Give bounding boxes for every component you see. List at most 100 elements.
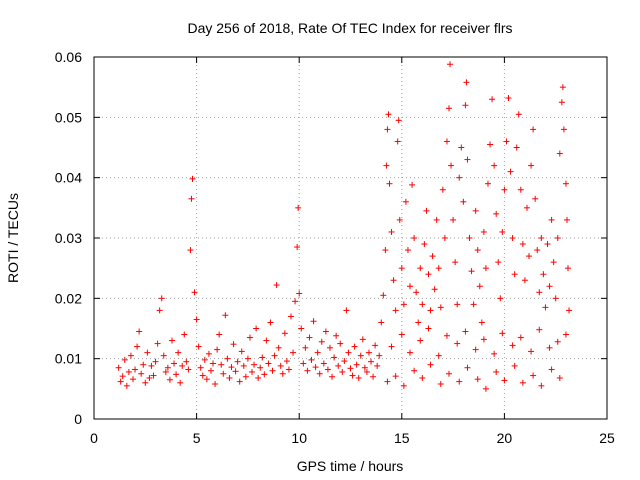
data-point (343, 307, 350, 314)
data-point (437, 381, 444, 388)
data-point (207, 367, 214, 374)
data-point (224, 355, 231, 362)
data-point (388, 343, 395, 350)
data-point (306, 334, 313, 341)
data-point (320, 360, 327, 367)
data-point (384, 378, 391, 385)
data-point (423, 207, 430, 214)
data-point (474, 247, 481, 254)
data-point (480, 336, 487, 343)
data-point (121, 356, 128, 363)
data-point (540, 271, 547, 278)
data-point (383, 162, 390, 169)
data-point (427, 307, 434, 314)
data-point (452, 259, 459, 266)
data-point (445, 105, 452, 112)
data-point (413, 289, 420, 296)
y-tick-label: 0.03 (55, 230, 82, 246)
data-point (271, 352, 278, 359)
data-point (534, 247, 541, 254)
data-point (158, 295, 165, 302)
data-point (119, 373, 126, 380)
data-point (417, 265, 424, 272)
data-point (310, 318, 317, 325)
data-point (187, 247, 194, 254)
data-point (267, 319, 274, 326)
data-point (400, 301, 407, 308)
data-point (191, 289, 198, 296)
data-point (476, 283, 483, 290)
data-point (171, 360, 178, 367)
x-tick-label: 5 (193, 430, 201, 446)
data-point (322, 328, 329, 335)
data-point (429, 253, 436, 260)
data-point (519, 241, 526, 248)
data-point (273, 282, 280, 289)
data-point (468, 268, 475, 275)
data-point (283, 358, 290, 365)
data-point (409, 181, 416, 188)
data-point (296, 290, 303, 297)
data-point (292, 298, 299, 305)
data-point (246, 334, 253, 341)
data-point (150, 372, 157, 379)
data-point (384, 126, 391, 133)
data-point (355, 374, 362, 381)
data-point (470, 301, 477, 308)
data-point (491, 350, 498, 357)
data-point (188, 195, 195, 202)
data-point (287, 313, 294, 320)
data-point (562, 331, 569, 338)
data-point (441, 235, 448, 241)
data-point (134, 343, 141, 350)
data-point (425, 325, 432, 332)
data-point (513, 144, 520, 151)
data-point (339, 368, 346, 375)
data-point (335, 362, 342, 369)
data-point (546, 344, 553, 351)
data-point (331, 354, 338, 361)
data-point (454, 301, 461, 308)
data-point (326, 344, 333, 351)
x-axis-label: GPS time / hours (297, 458, 404, 474)
grid-layer (94, 57, 607, 419)
data-point (487, 141, 494, 148)
x-tick-label: 25 (599, 430, 615, 446)
data-point (382, 247, 389, 254)
data-point (421, 241, 428, 248)
data-point (127, 352, 134, 359)
data-point (253, 325, 260, 332)
data-point (316, 370, 323, 377)
data-point (228, 364, 235, 371)
data-point (536, 289, 543, 296)
data-point (259, 354, 266, 361)
data-point (185, 366, 192, 373)
data-point (528, 162, 535, 169)
data-point (433, 216, 440, 223)
data-point (447, 61, 454, 68)
data-point (400, 382, 407, 389)
data-point (458, 144, 465, 151)
data-point (365, 349, 372, 356)
data-point (554, 338, 561, 345)
data-point (548, 216, 555, 223)
data-point (556, 374, 563, 381)
data-point (548, 366, 555, 373)
x-tick-label: 0 (90, 430, 98, 446)
data-point (349, 372, 356, 379)
data-point (138, 370, 145, 377)
data-point (437, 304, 444, 311)
data-point (546, 283, 553, 290)
data-point (285, 366, 292, 373)
data-point (300, 360, 307, 367)
data-point (236, 378, 243, 385)
data-point (240, 362, 247, 369)
data-point (493, 368, 500, 375)
data-point (435, 265, 442, 272)
data-point (376, 352, 383, 359)
data-point (407, 349, 414, 356)
data-point (454, 340, 461, 347)
data-point (463, 79, 470, 86)
data-point (294, 244, 301, 251)
